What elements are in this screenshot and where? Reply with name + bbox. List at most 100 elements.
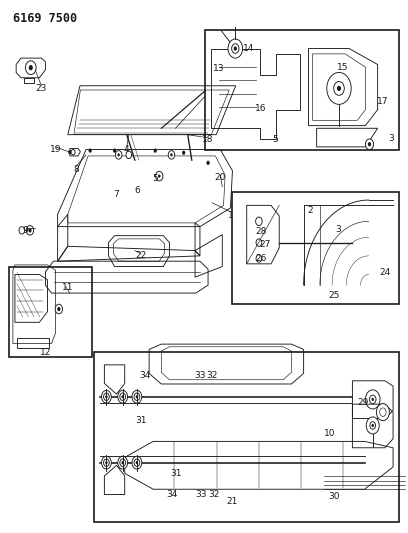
Circle shape [19, 227, 25, 234]
Circle shape [105, 395, 108, 398]
Text: 17: 17 [377, 97, 389, 106]
Text: 11: 11 [62, 283, 73, 292]
Text: 25: 25 [328, 291, 340, 300]
Circle shape [370, 395, 376, 403]
Circle shape [256, 255, 262, 262]
Circle shape [26, 225, 33, 235]
Text: 31: 31 [170, 470, 181, 478]
Circle shape [158, 174, 160, 177]
Circle shape [153, 149, 157, 153]
Circle shape [118, 154, 120, 157]
Text: 31: 31 [135, 416, 147, 425]
Text: 15: 15 [337, 63, 348, 71]
Text: 7: 7 [114, 190, 120, 199]
Circle shape [132, 390, 142, 403]
Text: 3: 3 [335, 225, 341, 234]
Circle shape [136, 461, 138, 464]
Circle shape [118, 456, 128, 469]
Circle shape [104, 393, 109, 400]
Circle shape [120, 393, 126, 400]
Circle shape [228, 39, 243, 58]
Text: 21: 21 [227, 497, 238, 506]
Circle shape [89, 149, 92, 153]
Text: 6169 7500: 6169 7500 [13, 12, 77, 26]
Circle shape [104, 459, 109, 466]
Text: 13: 13 [213, 64, 224, 73]
Circle shape [71, 150, 75, 155]
Circle shape [182, 151, 185, 155]
Text: 8: 8 [73, 165, 79, 174]
Circle shape [115, 151, 122, 159]
Circle shape [372, 424, 374, 427]
Text: 18: 18 [202, 135, 214, 144]
Text: 27: 27 [259, 240, 271, 249]
Circle shape [132, 456, 142, 469]
Text: 3: 3 [388, 134, 394, 143]
Circle shape [25, 61, 36, 75]
Circle shape [366, 417, 379, 434]
Text: 14: 14 [243, 44, 255, 53]
Text: 5: 5 [152, 174, 158, 183]
Circle shape [102, 456, 111, 469]
Circle shape [327, 72, 351, 104]
Circle shape [366, 390, 380, 409]
Text: 32: 32 [208, 489, 220, 498]
Circle shape [372, 398, 374, 401]
Circle shape [120, 459, 126, 466]
Circle shape [122, 395, 124, 398]
Circle shape [136, 395, 138, 398]
Circle shape [102, 390, 111, 403]
Circle shape [370, 422, 376, 429]
Bar [205, 30, 399, 150]
Circle shape [28, 228, 31, 232]
Text: 19: 19 [50, 145, 61, 154]
Text: 32: 32 [206, 371, 218, 380]
Text: 34: 34 [140, 371, 151, 380]
Bar [9, 266, 92, 357]
Circle shape [29, 65, 33, 70]
Circle shape [256, 217, 262, 225]
Text: 5: 5 [272, 135, 278, 144]
Text: 23: 23 [35, 84, 47, 93]
Bar [233, 192, 399, 304]
Circle shape [155, 171, 163, 181]
Circle shape [337, 86, 341, 91]
Circle shape [57, 307, 60, 311]
Text: 29: 29 [357, 398, 368, 407]
Text: 6: 6 [134, 186, 140, 195]
Circle shape [377, 403, 389, 421]
Circle shape [256, 239, 262, 246]
Circle shape [380, 408, 386, 416]
Circle shape [234, 46, 237, 51]
Circle shape [113, 149, 116, 153]
Circle shape [232, 44, 239, 53]
Text: 33: 33 [194, 371, 206, 380]
Circle shape [368, 142, 371, 147]
Text: 34: 34 [166, 489, 177, 498]
Text: 10: 10 [324, 430, 336, 439]
Text: 33: 33 [195, 489, 206, 498]
Circle shape [68, 150, 71, 155]
Circle shape [168, 151, 175, 159]
Text: 2: 2 [307, 206, 313, 215]
Text: 28: 28 [255, 228, 266, 237]
Text: 20: 20 [215, 173, 226, 182]
Bar [94, 352, 399, 522]
Circle shape [118, 390, 128, 403]
Circle shape [122, 461, 124, 464]
Text: 1: 1 [228, 212, 233, 221]
Circle shape [366, 139, 374, 150]
Text: 24: 24 [379, 269, 390, 277]
Circle shape [55, 304, 62, 314]
Circle shape [126, 151, 132, 159]
Text: 9: 9 [22, 226, 28, 235]
Circle shape [105, 461, 108, 464]
Text: 12: 12 [40, 348, 51, 357]
Circle shape [334, 82, 344, 95]
Circle shape [206, 161, 210, 165]
Circle shape [170, 154, 173, 157]
Text: 4: 4 [124, 145, 130, 154]
Text: 30: 30 [328, 491, 340, 500]
Circle shape [134, 459, 140, 466]
Text: 26: 26 [255, 254, 266, 263]
